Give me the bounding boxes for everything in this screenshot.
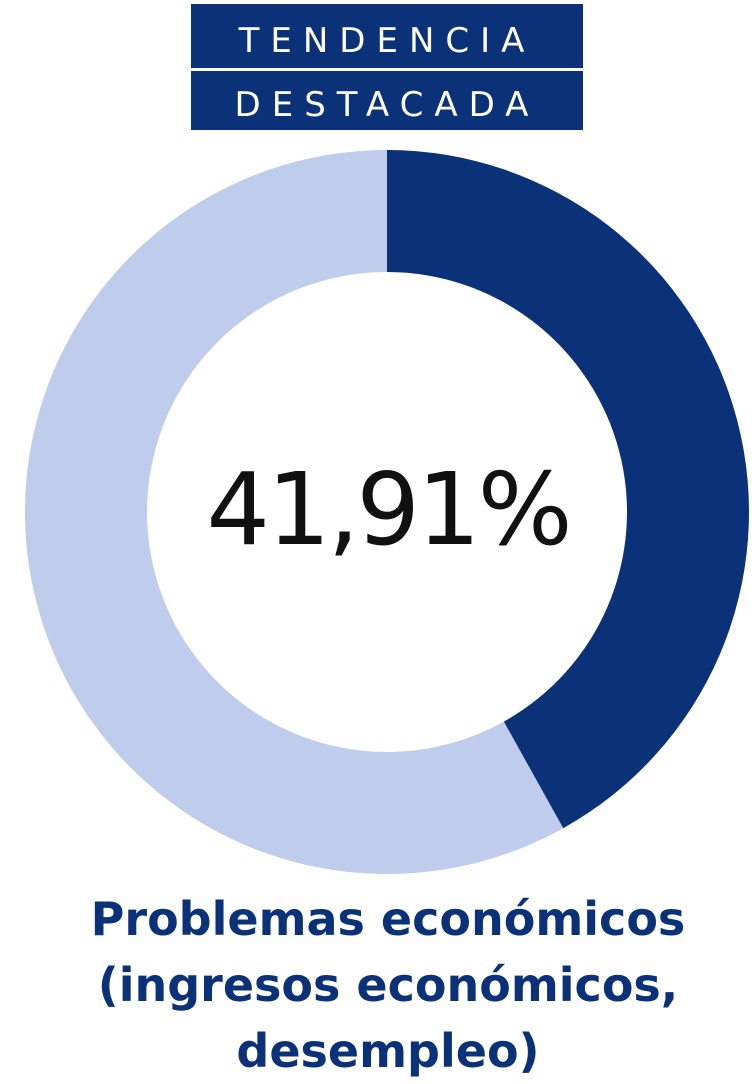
donut-slice-2: [25, 150, 564, 874]
donut-slice-1: [387, 150, 750, 829]
donut-slices: [25, 150, 750, 874]
caption-line-1: Problemas económicos: [90, 892, 686, 946]
badge-divider: [191, 68, 583, 71]
chart-caption: Problemas económicos (ingresos económico…: [20, 886, 756, 1084]
badge-line-2: DESTACADA: [234, 85, 540, 125]
featured-trend-badge: TENDENCIA DESTACADA: [191, 4, 583, 130]
badge-line-1: TENDENCIA: [238, 21, 536, 61]
caption-line-3: desempleo): [236, 1024, 540, 1078]
donut-center-value: 41,91%: [206, 451, 572, 568]
caption-line-2: (ingresos económicos,: [97, 958, 679, 1012]
